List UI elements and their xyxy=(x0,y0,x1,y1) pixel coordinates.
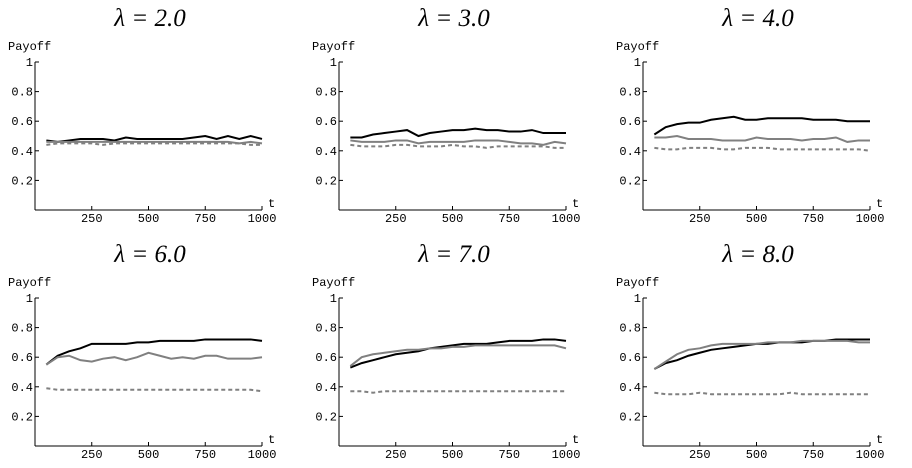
y-tick-label: 0.2 xyxy=(619,174,641,188)
x-tick-label: 750 xyxy=(498,448,520,462)
y-tick-label: 1 xyxy=(330,292,337,306)
y-tick-label: 0.2 xyxy=(315,174,337,188)
x-tick-label: 750 xyxy=(802,212,824,226)
series-line xyxy=(45,351,263,366)
y-axis-label: Payoff xyxy=(312,276,355,290)
y-tick-label: 0.2 xyxy=(11,410,33,424)
x-tick-label: 250 xyxy=(385,212,407,226)
y-tick-label: 0.4 xyxy=(619,145,641,159)
series-line xyxy=(350,143,566,149)
series-line xyxy=(653,115,870,136)
x-tick-label: 1000 xyxy=(552,448,581,462)
y-tick-label: 0.8 xyxy=(11,86,33,100)
y-tick-label: 0.8 xyxy=(315,86,337,100)
y-tick-label: 0.2 xyxy=(315,410,337,424)
y-tick-label: 0.2 xyxy=(619,410,641,424)
y-tick-label: 1 xyxy=(634,292,641,306)
y-tick-label: 1 xyxy=(26,292,33,306)
y-axis-label: Payoff xyxy=(616,276,659,290)
x-tick-label: 750 xyxy=(802,448,824,462)
y-axis-label: Payoff xyxy=(8,276,51,290)
series-line xyxy=(46,140,263,145)
series-line xyxy=(350,127,566,139)
y-tick-label: 0.6 xyxy=(11,115,33,129)
x-tick-label: 500 xyxy=(138,212,160,226)
x-axis-label: t xyxy=(268,433,275,447)
y-axis-label: Payoff xyxy=(312,40,355,54)
series-line xyxy=(349,338,567,369)
y-tick-label: 1 xyxy=(330,56,337,70)
y-tick-label: 1 xyxy=(26,56,33,70)
y-tick-label: 0.4 xyxy=(619,381,641,395)
series-line xyxy=(349,344,567,367)
x-tick-label: 750 xyxy=(194,212,216,226)
x-axis-label: t xyxy=(876,197,883,211)
series-line xyxy=(653,339,870,370)
y-tick-label: 0.6 xyxy=(315,115,337,129)
x-tick-label: 500 xyxy=(442,212,464,226)
x-tick-label: 250 xyxy=(689,212,711,226)
x-tick-label: 750 xyxy=(498,212,520,226)
x-tick-label: 500 xyxy=(138,448,160,462)
y-tick-label: 0.4 xyxy=(11,381,33,395)
y-tick-label: 1 xyxy=(634,56,641,70)
x-tick-label: 1000 xyxy=(248,448,277,462)
panel-title: λ = 7.0 xyxy=(417,241,490,268)
series-line xyxy=(45,338,263,366)
y-axis-label: Payoff xyxy=(616,40,659,54)
panel-title: λ = 6.0 xyxy=(113,241,186,268)
series-line xyxy=(654,146,871,152)
y-tick-label: 0.4 xyxy=(11,145,33,159)
y-tick-label: 0.6 xyxy=(619,115,641,129)
panel-title: λ = 3.0 xyxy=(417,5,490,32)
x-tick-label: 250 xyxy=(81,448,103,462)
x-tick-label: 500 xyxy=(746,212,768,226)
x-tick-label: 250 xyxy=(81,212,103,226)
x-axis-label: t xyxy=(268,197,275,211)
panel-title: λ = 8.0 xyxy=(721,241,794,268)
x-tick-label: 1000 xyxy=(248,212,277,226)
y-tick-label: 0.8 xyxy=(619,322,641,336)
y-tick-label: 0.8 xyxy=(11,322,33,336)
x-tick-label: 250 xyxy=(689,448,711,462)
series-line xyxy=(654,391,870,396)
x-tick-label: 500 xyxy=(442,448,464,462)
y-tick-label: 0.8 xyxy=(619,86,641,100)
y-tick-label: 0.4 xyxy=(315,381,337,395)
panel-title: λ = 4.0 xyxy=(721,5,794,32)
x-axis-label: t xyxy=(572,197,579,211)
y-tick-label: 0.2 xyxy=(11,174,33,188)
y-tick-label: 0.4 xyxy=(315,145,337,159)
x-tick-label: 500 xyxy=(746,448,768,462)
x-tick-label: 1000 xyxy=(856,212,885,226)
y-tick-label: 0.6 xyxy=(11,351,33,365)
x-tick-label: 250 xyxy=(385,448,407,462)
x-axis-label: t xyxy=(876,433,883,447)
y-axis-label: Payoff xyxy=(8,40,51,54)
x-tick-label: 750 xyxy=(194,448,216,462)
x-tick-label: 1000 xyxy=(552,212,581,226)
series-line xyxy=(46,142,262,146)
series-line xyxy=(350,390,566,394)
y-tick-label: 0.8 xyxy=(315,322,337,336)
series-line xyxy=(350,139,567,146)
series-line xyxy=(46,387,263,393)
series-line xyxy=(654,134,870,143)
x-axis-label: t xyxy=(572,433,579,447)
x-tick-label: 1000 xyxy=(856,448,885,462)
series-line xyxy=(46,134,263,143)
y-tick-label: 0.6 xyxy=(619,351,641,365)
y-tick-label: 0.6 xyxy=(315,351,337,365)
panel-title: λ = 2.0 xyxy=(113,5,186,32)
